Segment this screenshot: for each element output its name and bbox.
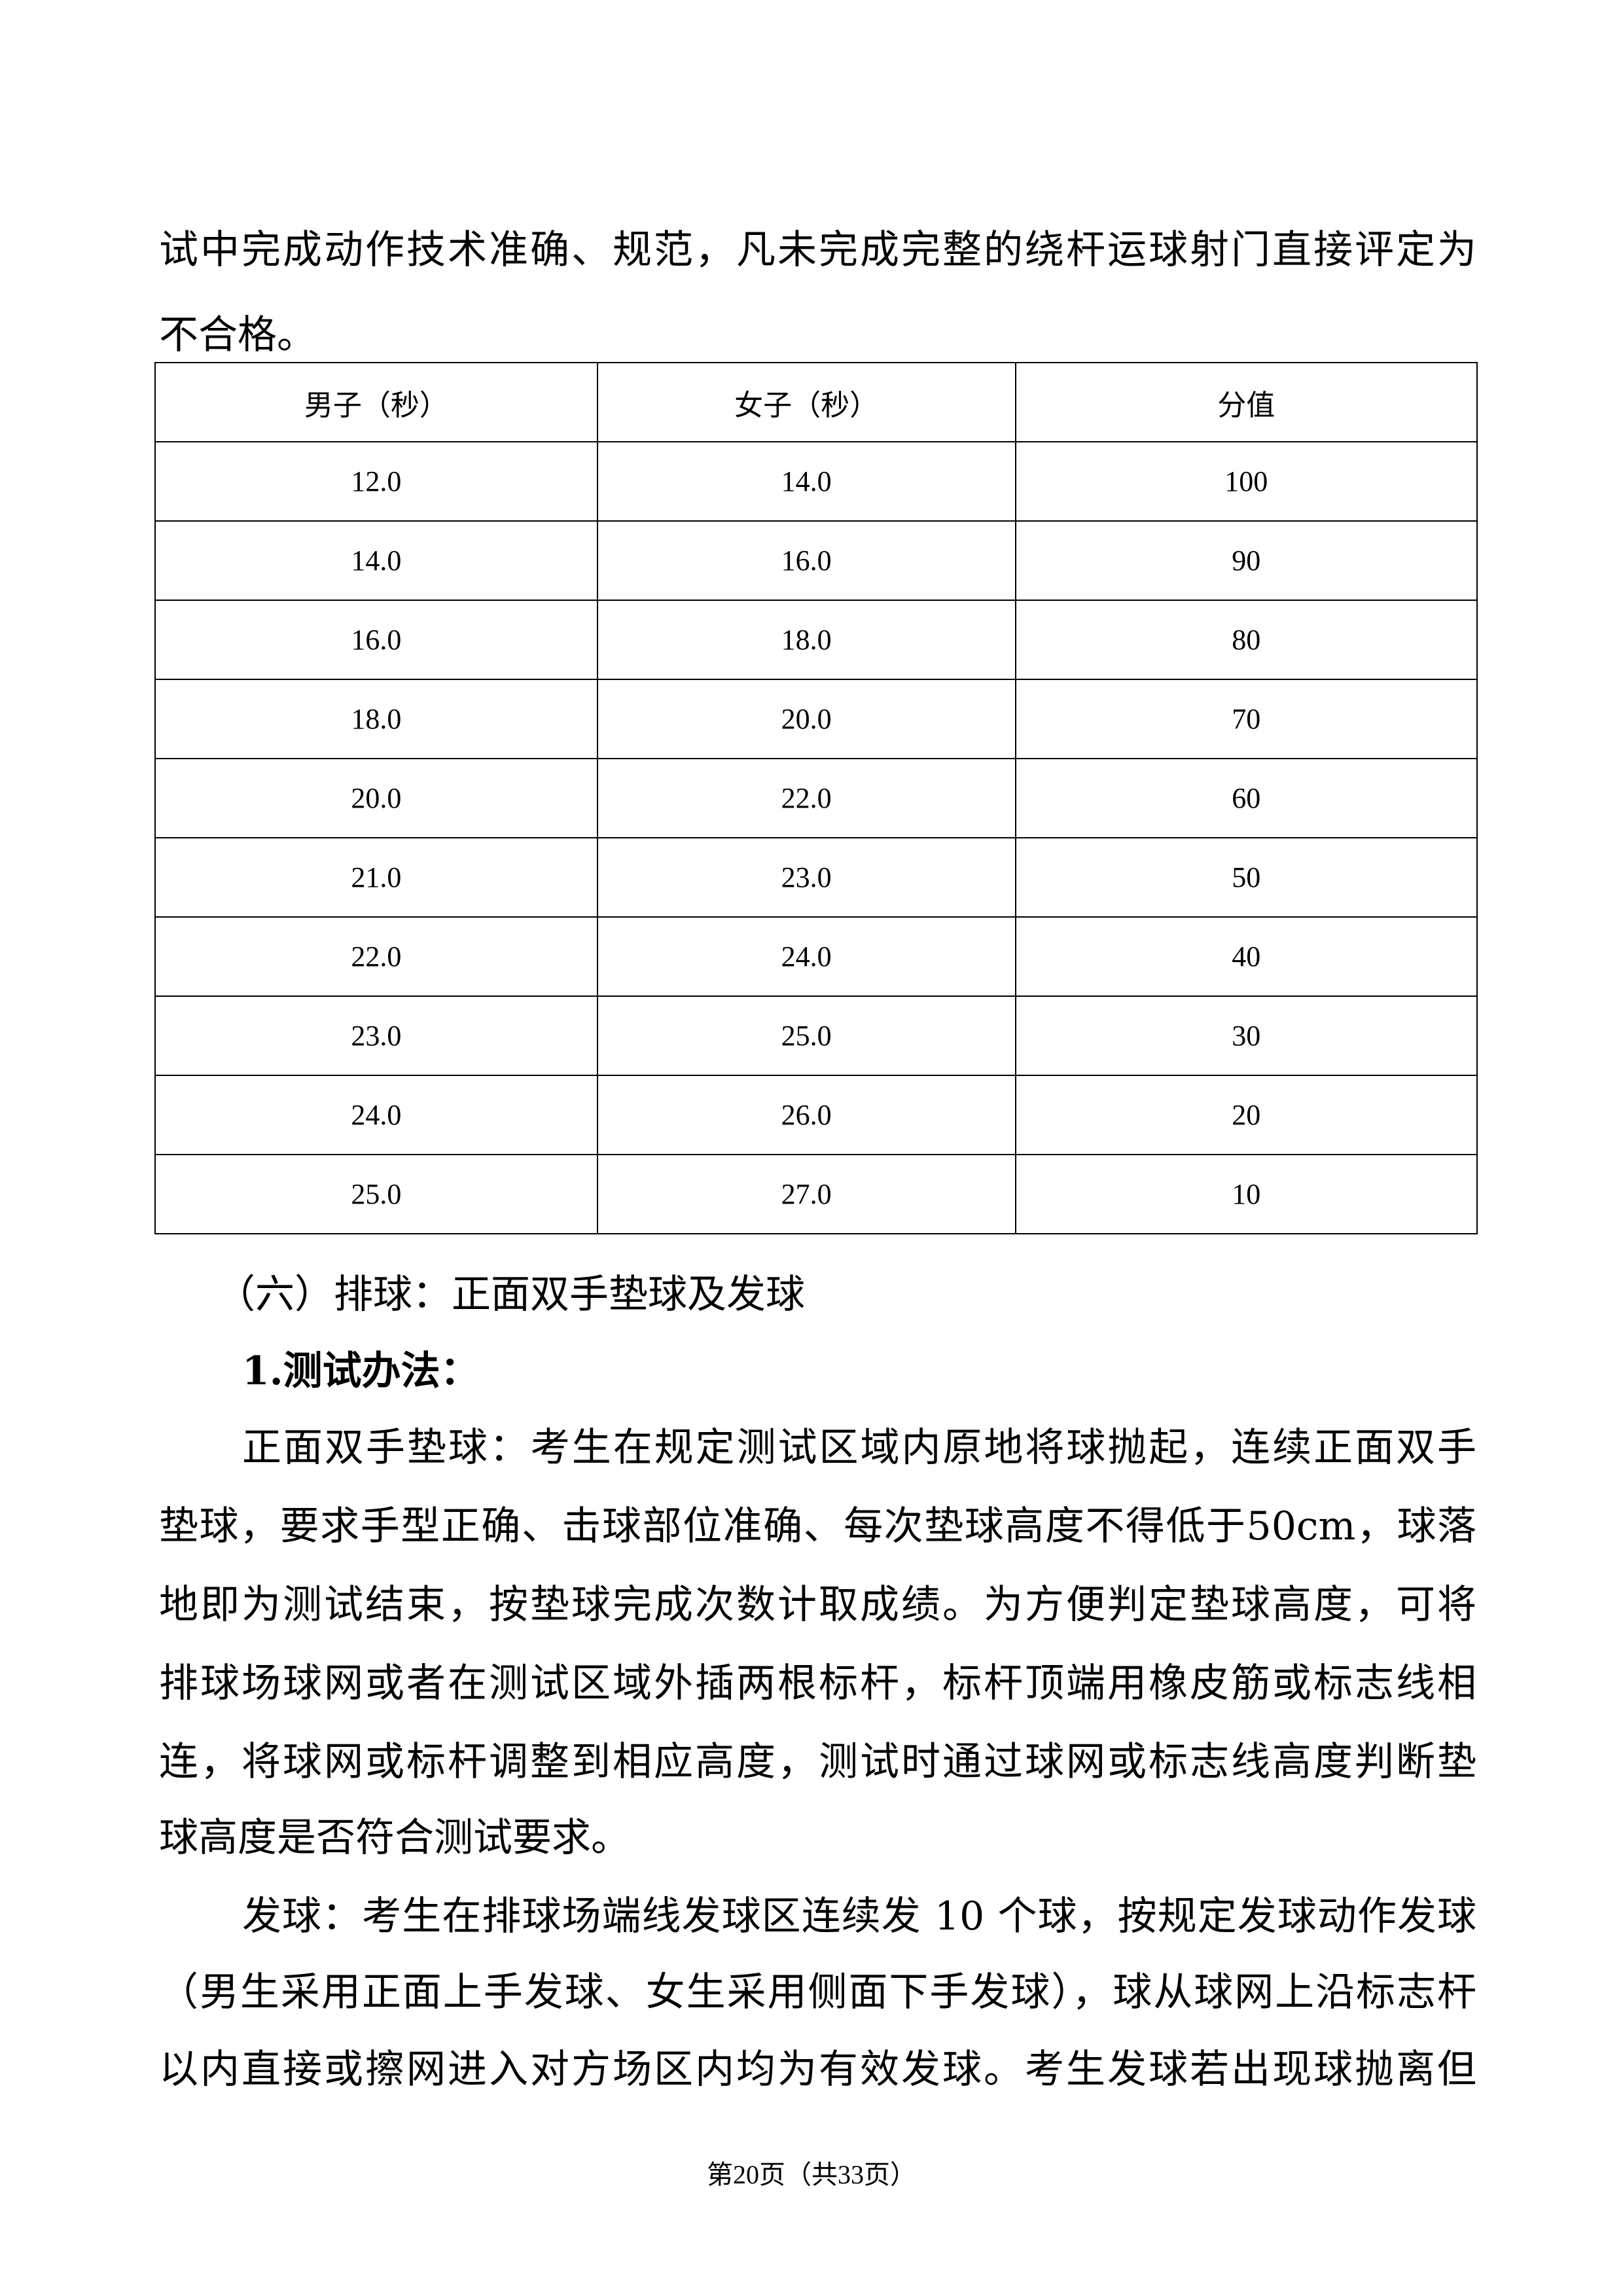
table-header-row: 男子（秒） 女子（秒） 分值 bbox=[154, 362, 1478, 442]
table-row: 24.0 26.0 20 bbox=[154, 1075, 1478, 1155]
table-row: 18.0 20.0 70 bbox=[154, 679, 1478, 759]
column-header: 女子（秒） bbox=[596, 362, 1016, 442]
table-cell: 18.0 bbox=[596, 600, 1016, 680]
column-header: 分值 bbox=[1014, 362, 1478, 442]
table-row: 25.0 27.0 10 bbox=[154, 1154, 1478, 1234]
table-row: 21.0 23.0 50 bbox=[154, 837, 1478, 918]
body-text-line: 试中完成动作技术准确、规范，凡未完成完整的绕杆运球射门直接评定为 bbox=[159, 227, 1476, 273]
table-cell: 24.0 bbox=[154, 1075, 598, 1155]
table-cell: 25.0 bbox=[596, 996, 1016, 1076]
table-cell: 10 bbox=[1014, 1154, 1478, 1234]
body-text-line: 垫球，要求手型正确、击球部位准确、每次垫球高度不得低于50cm，球落 bbox=[159, 1503, 1476, 1549]
table-cell: 100 bbox=[1014, 441, 1478, 522]
body-text-line: 不合格。 bbox=[159, 312, 316, 358]
table-cell: 20.0 bbox=[154, 758, 598, 838]
table-row: 16.0 18.0 80 bbox=[154, 600, 1478, 680]
section-heading: （六）排球：正面双手垫球及发球 bbox=[216, 1272, 805, 1318]
table-row: 23.0 25.0 30 bbox=[154, 996, 1478, 1076]
body-text-line: （男生采用正面上手发球、女生采用侧面下手发球），球从球网上沿标志杆 bbox=[159, 1969, 1476, 2015]
table-row: 12.0 14.0 100 bbox=[154, 441, 1478, 522]
table-cell: 21.0 bbox=[154, 837, 598, 918]
table-cell: 60 bbox=[1014, 758, 1478, 838]
table-cell: 22.0 bbox=[154, 916, 598, 997]
table-row: 22.0 24.0 40 bbox=[154, 916, 1478, 997]
body-text-line: 正面双手垫球：考生在规定测试区域内原地将球抛起，连续正面双手 bbox=[242, 1425, 1476, 1471]
table-cell: 20 bbox=[1014, 1075, 1478, 1155]
table-cell: 14.0 bbox=[154, 520, 598, 601]
table-cell: 50 bbox=[1014, 837, 1478, 918]
table-cell: 70 bbox=[1014, 679, 1478, 759]
table-row: 14.0 16.0 90 bbox=[154, 520, 1478, 601]
page-footer: 第20页（共33页） bbox=[707, 2160, 916, 2189]
table-cell: 16.0 bbox=[154, 600, 598, 680]
body-text-line: 连，将球网或标杆调整到相应高度，测试时通过球网或标志线高度判断垫 bbox=[159, 1739, 1476, 1785]
table-cell: 25.0 bbox=[154, 1154, 598, 1234]
table-cell: 23.0 bbox=[154, 996, 598, 1076]
table-cell: 24.0 bbox=[596, 916, 1016, 997]
table-cell: 20.0 bbox=[596, 679, 1016, 759]
table-cell: 18.0 bbox=[154, 679, 598, 759]
score-table: 男子（秒） 女子（秒） 分值 12.0 14.0 100 14.0 16.0 90 16.0… bbox=[154, 362, 1478, 1234]
body-text-line: 以内直接或擦网进入对方场区内均为有效发球。考生发球若出现球抛离但 bbox=[159, 2047, 1476, 2092]
body-text-line: 球高度是否符合测试要求。 bbox=[159, 1815, 630, 1861]
sub-heading: 1.测试办法： bbox=[242, 1348, 480, 1394]
table-cell: 30 bbox=[1014, 996, 1478, 1076]
table-cell: 23.0 bbox=[596, 837, 1016, 918]
table-cell: 40 bbox=[1014, 916, 1478, 997]
table-cell: 80 bbox=[1014, 600, 1478, 680]
body-text-line: 排球场球网或者在测试区域外插两根标杆，标杆顶端用橡皮筋或标志线相 bbox=[159, 1660, 1476, 1706]
table-cell: 22.0 bbox=[596, 758, 1016, 838]
table-cell: 16.0 bbox=[596, 520, 1016, 601]
table-row: 20.0 22.0 60 bbox=[154, 758, 1478, 838]
table-cell: 27.0 bbox=[596, 1154, 1016, 1234]
table-cell: 14.0 bbox=[596, 441, 1016, 522]
table-cell: 26.0 bbox=[596, 1075, 1016, 1155]
body-text-line: 地即为测试结束，按垫球完成次数计取成绩。为方便判定垫球高度，可将 bbox=[159, 1582, 1476, 1628]
table-cell: 90 bbox=[1014, 520, 1478, 601]
column-header: 男子（秒） bbox=[154, 362, 598, 442]
table-cell: 12.0 bbox=[154, 441, 598, 522]
body-text-line: 发球：考生在排球场端线发球区连续发 10 个球，按规定发球动作发球 bbox=[242, 1893, 1476, 1939]
